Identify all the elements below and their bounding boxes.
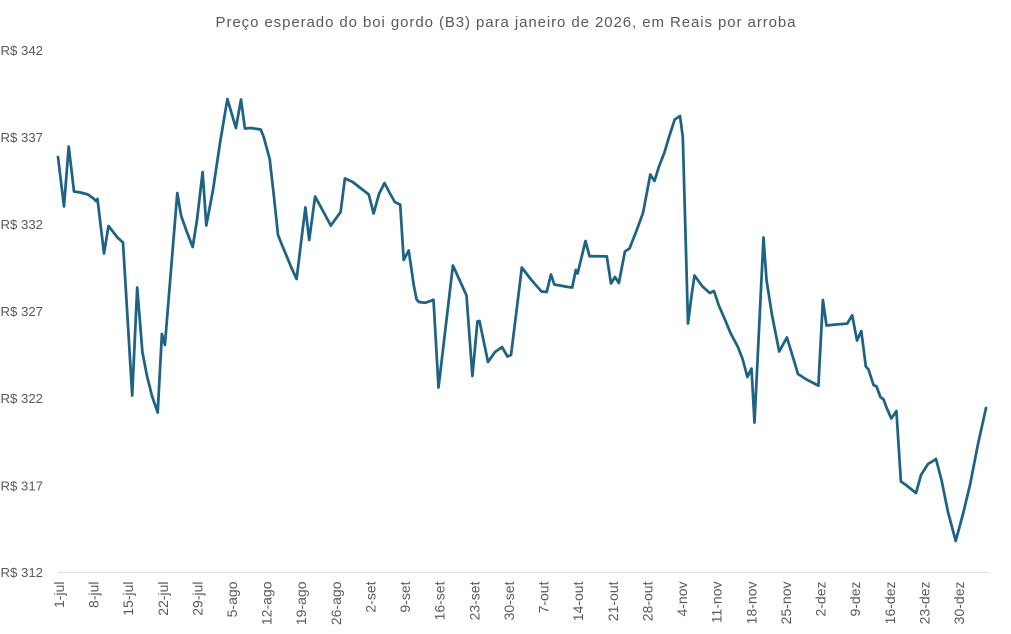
- svg-text:26-ago: 26-ago: [328, 581, 344, 625]
- svg-text:R$ 322: R$ 322: [0, 391, 43, 406]
- svg-text:R$ 312: R$ 312: [0, 565, 43, 580]
- svg-text:30-set: 30-set: [501, 581, 517, 620]
- svg-text:22-jul: 22-jul: [155, 582, 171, 616]
- svg-text:23-dez: 23-dez: [916, 582, 932, 625]
- svg-text:29-jul: 29-jul: [189, 582, 205, 616]
- svg-text:Preço esperado do boi gordo (B: Preço esperado do boi gordo (B3) para ja…: [216, 14, 797, 31]
- svg-text:16-set: 16-set: [432, 581, 448, 620]
- svg-text:R$ 332: R$ 332: [0, 217, 43, 232]
- svg-text:19-ago: 19-ago: [293, 581, 309, 625]
- svg-text:30-dez: 30-dez: [951, 582, 967, 625]
- svg-text:21-out: 21-out: [605, 581, 621, 621]
- svg-text:1-jul: 1-jul: [51, 582, 67, 608]
- svg-text:5-ago: 5-ago: [224, 581, 240, 617]
- svg-text:12-ago: 12-ago: [259, 581, 275, 625]
- svg-text:R$ 317: R$ 317: [0, 478, 43, 493]
- svg-text:8-jul: 8-jul: [86, 582, 102, 608]
- svg-text:R$ 337: R$ 337: [0, 130, 43, 145]
- svg-text:9-set: 9-set: [397, 581, 413, 612]
- svg-text:28-out: 28-out: [639, 581, 655, 621]
- svg-text:16-dez: 16-dez: [882, 582, 898, 625]
- svg-text:2-set: 2-set: [363, 581, 379, 612]
- svg-text:R$ 327: R$ 327: [0, 304, 43, 319]
- svg-text:2-dez: 2-dez: [813, 582, 829, 617]
- svg-text:15-jul: 15-jul: [120, 582, 136, 616]
- svg-text:23-set: 23-set: [466, 581, 482, 620]
- svg-text:11-nov: 11-nov: [709, 582, 725, 624]
- svg-text:9-dez: 9-dez: [847, 582, 863, 617]
- svg-text:25-nov: 25-nov: [778, 582, 794, 625]
- svg-text:R$ 342: R$ 342: [0, 43, 43, 58]
- svg-text:18-nov: 18-nov: [743, 582, 759, 625]
- svg-text:14-out: 14-out: [570, 581, 586, 621]
- svg-text:7-out: 7-out: [536, 581, 552, 613]
- svg-text:4-nov: 4-nov: [674, 582, 690, 617]
